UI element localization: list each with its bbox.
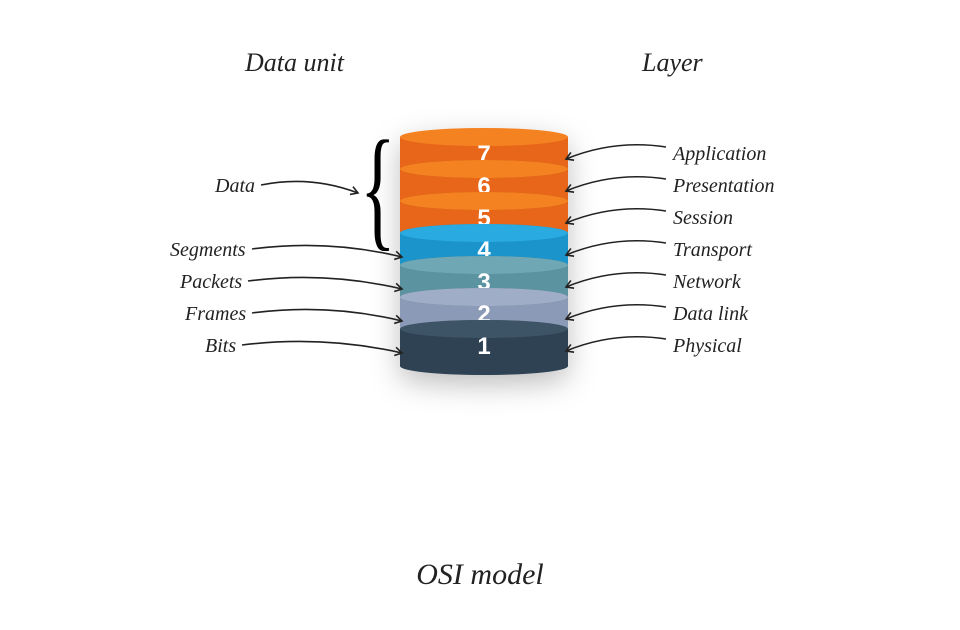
osi-diagram: Data unit Layer { Data Segments Packets …	[0, 0, 960, 630]
arrows-layer	[0, 0, 960, 630]
diagram-title: OSI model	[0, 558, 960, 592]
